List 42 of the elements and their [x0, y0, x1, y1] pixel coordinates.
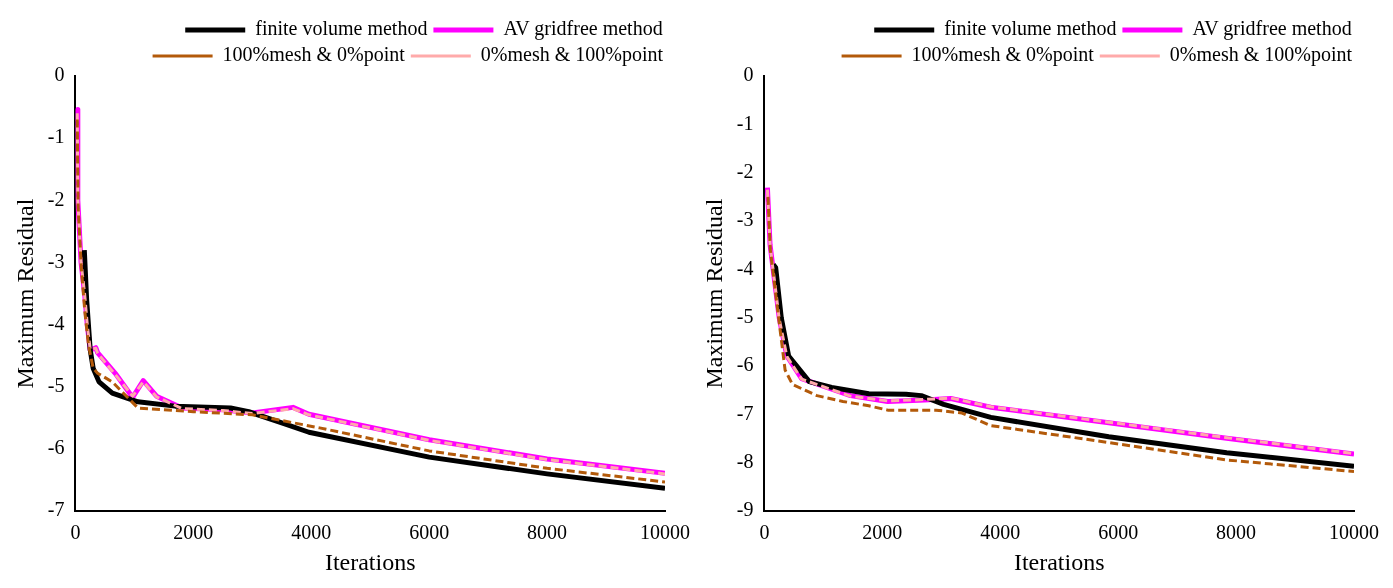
y-tick-label: 0	[743, 63, 754, 86]
x-tick-label: 8000	[527, 521, 568, 544]
x-tick-label: 10000	[1329, 521, 1379, 544]
legend-label: 100%mesh & 0%point	[911, 43, 1095, 67]
legend-label: AV gridfree method	[503, 17, 663, 41]
y-tick-label: -7	[736, 401, 754, 424]
y-tick-label: -5	[736, 305, 754, 328]
x-tick-label: 4000	[980, 521, 1021, 544]
legend-label: finite volume method	[255, 17, 428, 40]
y-tick-label: -1	[736, 111, 754, 134]
y-tick-label: -4	[736, 256, 754, 279]
y-tick-label: -2	[736, 159, 754, 182]
x-axis-title: Iterations	[1013, 548, 1105, 575]
y-tick-label: -9	[736, 498, 754, 521]
y-tick-label: -8	[736, 450, 754, 473]
y-tick-label: -5	[47, 374, 65, 397]
y-axis-title: Maximum Residual	[700, 198, 727, 389]
y-tick-label: -2	[47, 187, 65, 210]
legend-label: 0%mesh & 100%point	[480, 43, 664, 67]
x-tick-label: 4000	[291, 521, 332, 544]
y-tick-label: -6	[736, 353, 754, 376]
legend-label: 0%mesh & 100%point	[1169, 43, 1353, 67]
y-tick-label: -7	[47, 498, 65, 521]
x-tick-label: 2000	[173, 521, 214, 544]
y-tick-label: -3	[736, 208, 754, 231]
x-tick-label: 10000	[640, 521, 690, 544]
x-tick-label: 8000	[1216, 521, 1257, 544]
y-axis-title: Maximum Residual	[11, 198, 38, 389]
x-tick-label: 0	[759, 521, 770, 544]
y-tick-label: -6	[47, 436, 65, 459]
x-tick-label: 6000	[1098, 521, 1139, 544]
x-tick-label: 0	[70, 521, 81, 544]
legend-label: finite volume method	[944, 17, 1117, 40]
y-tick-label: -1	[47, 125, 65, 148]
legend-label: AV gridfree method	[1192, 17, 1352, 41]
y-tick-label: 0	[54, 63, 65, 86]
x-tick-label: 6000	[409, 521, 450, 544]
y-tick-label: -3	[47, 249, 65, 272]
x-tick-label: 2000	[862, 521, 903, 544]
x-axis-title: Iterations	[324, 548, 416, 575]
legend-label: 100%mesh & 0%point	[222, 43, 406, 67]
y-tick-label: -4	[47, 311, 65, 334]
